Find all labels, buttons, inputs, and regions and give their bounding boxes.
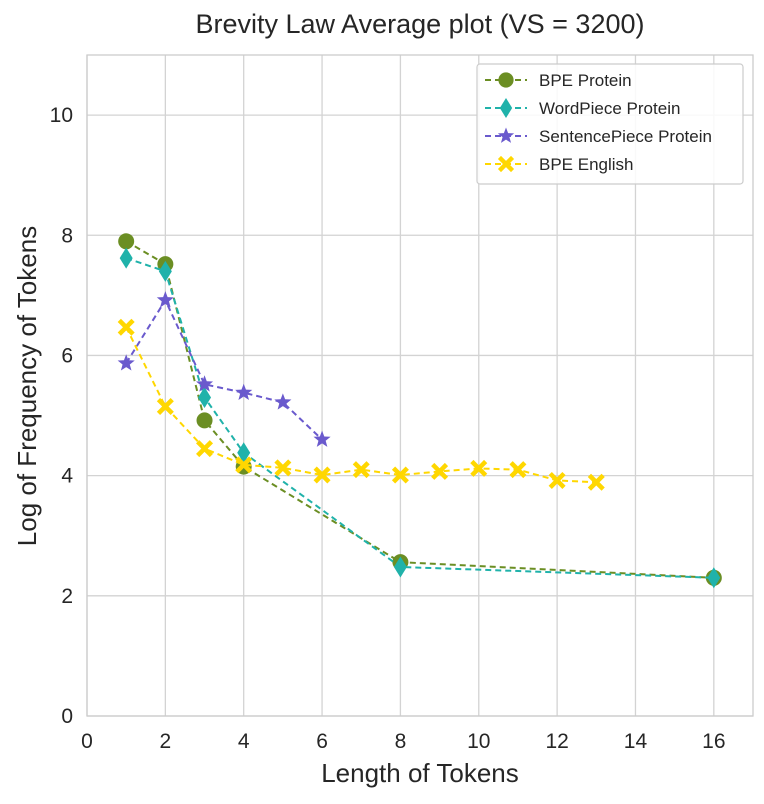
data-point xyxy=(156,291,174,308)
data-point xyxy=(196,440,214,458)
data-point xyxy=(235,456,253,474)
data-point xyxy=(548,471,566,489)
series-bpe-english xyxy=(117,318,605,491)
x-tick-label: 10 xyxy=(467,730,490,753)
data-point xyxy=(198,387,212,409)
legend-item: BPE English xyxy=(485,155,634,174)
data-point xyxy=(235,383,253,400)
data-point xyxy=(196,412,213,429)
y-tick-label: 6 xyxy=(61,344,73,367)
x-axis-label: Length of Tokens xyxy=(321,758,519,788)
data-point xyxy=(470,459,488,477)
data-point xyxy=(313,430,331,447)
data-point xyxy=(237,442,251,464)
data-point xyxy=(352,461,370,479)
y-tick-label: 4 xyxy=(61,465,73,488)
legend-item: WordPiece Protein xyxy=(485,98,680,118)
series-sentencepiece-protein xyxy=(117,291,331,447)
data-point xyxy=(498,72,514,88)
x-tick-label: 12 xyxy=(545,730,568,753)
data-point xyxy=(118,233,135,250)
tick-labels: 0 2 4 6 8 10 12 14 16 0 2 4 6 8 10 xyxy=(50,104,726,753)
plot-frame xyxy=(86,54,754,717)
data-point xyxy=(707,567,721,589)
x-tick-label: 2 xyxy=(160,730,172,753)
legend-label: WordPiece Protein xyxy=(539,99,680,118)
x-tick-label: 6 xyxy=(316,730,328,753)
legend-label: SentencePiece Protein xyxy=(539,127,712,146)
legend-item: SentencePiece Protein xyxy=(485,127,712,146)
data-point xyxy=(156,398,174,416)
x-tick-label: 0 xyxy=(81,730,93,753)
x-tick-label: 8 xyxy=(395,730,407,753)
y-tick-label: 0 xyxy=(61,705,73,728)
legend-label: BPE Protein xyxy=(539,71,632,90)
data-point xyxy=(313,466,331,484)
legend-box xyxy=(476,63,744,185)
data-point xyxy=(274,393,292,410)
data-point xyxy=(117,354,135,371)
series-line xyxy=(125,257,714,579)
series-layer xyxy=(117,233,722,589)
data-point xyxy=(509,461,527,479)
series-line xyxy=(125,298,323,441)
data-point xyxy=(497,155,515,173)
data-point xyxy=(499,98,513,118)
y-tick-label: 10 xyxy=(50,104,73,127)
data-point xyxy=(497,127,515,143)
data-point xyxy=(587,473,605,491)
data-point xyxy=(158,260,172,282)
data-point xyxy=(391,466,409,484)
data-point xyxy=(393,556,407,578)
x-tick-label: 16 xyxy=(702,730,725,753)
data-point xyxy=(117,318,135,336)
legend-item: BPE Protein xyxy=(485,71,632,90)
data-point xyxy=(274,459,292,477)
legend: BPE Protein WordPiece Protein SentencePiec… xyxy=(476,63,744,185)
y-tick-label: 8 xyxy=(61,224,73,247)
x-tick-label: 4 xyxy=(238,730,250,753)
series-wordpiece-protein xyxy=(119,247,721,589)
data-point xyxy=(195,375,214,392)
y-axis-label: Log of Frequency of Tokens xyxy=(12,226,42,546)
data-point xyxy=(119,247,133,269)
legend-label: BPE English xyxy=(539,155,634,174)
x-tick-label: 14 xyxy=(624,730,648,753)
data-point xyxy=(431,462,449,480)
series-line xyxy=(125,240,714,579)
y-tick-label: 2 xyxy=(61,585,73,608)
chart-title: Brevity Law Average plot (VS = 3200) xyxy=(195,9,644,39)
